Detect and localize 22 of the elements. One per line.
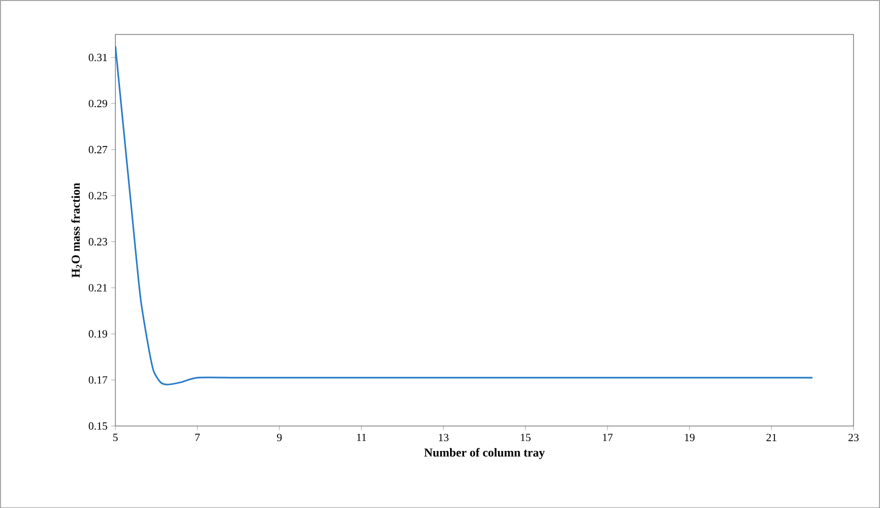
y-tick-label: 0.17 — [88, 376, 108, 384]
x-tick-label: 19 — [684, 434, 695, 441]
x-tick-label: 17 — [602, 434, 613, 441]
y-tick-label: 0.27 — [88, 146, 108, 154]
y-tick-label: 0.29 — [88, 100, 108, 108]
x-tick-label: 11 — [357, 434, 366, 441]
x-tick-label: 21 — [766, 434, 776, 441]
y-axis-title: H$_{2}$O mass fraction — [71, 182, 82, 278]
x-tick-label: 9 — [277, 434, 282, 441]
x-tick-label: 15 — [520, 434, 531, 441]
x-tick-label: 7 — [195, 434, 200, 441]
line-series — [115, 44, 814, 386]
y-tick-label: 0.23 — [88, 238, 108, 246]
x-tick-label: 23 — [848, 434, 859, 441]
x-tick-label: 5 — [113, 434, 118, 441]
y-tick-label: 0.25 — [88, 192, 108, 200]
x-axis-title: Number of column tray — [424, 448, 545, 459]
y-tick-label: 0.31 — [88, 54, 107, 62]
y-tick-label: 0.19 — [88, 330, 108, 338]
y-tick-label: 0.15 — [88, 422, 108, 430]
x-tick-label: 13 — [438, 434, 449, 441]
y-tick-label: 0.21 — [88, 284, 107, 292]
